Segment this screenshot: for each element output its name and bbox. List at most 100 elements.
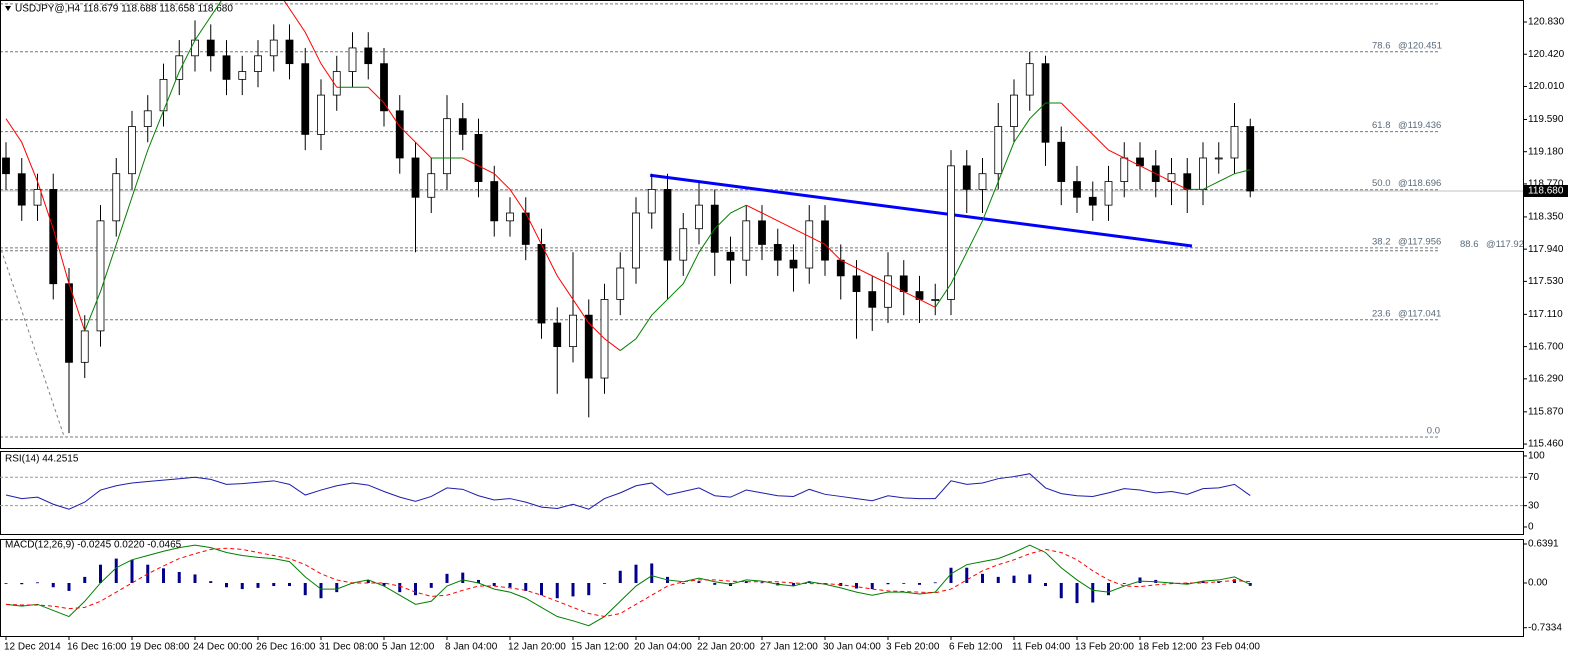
candle-body [1010,94,1018,127]
histogram-bar [1201,581,1205,583]
candle-body [17,173,26,206]
signal-line [5,547,1251,618]
candle-body [1088,196,1097,206]
histogram-bar [508,582,512,588]
histogram-bar [1138,577,1142,583]
fib-price-label: @120.451 [1398,40,1442,51]
rsi-panel [0,451,1524,535]
fib-price-label: @118.696 [1398,178,1441,189]
values-line [5,473,1251,510]
fib-price-label: @117.041 [1398,308,1441,319]
histogram-bar [524,582,528,591]
trendline [649,173,1193,248]
histogram-bar [618,570,622,583]
x-tick-label: 26 Dec 16:00 [256,642,316,653]
candle-body [96,220,105,332]
candle-body [852,275,861,292]
price-plot: 78.6 @120.451 61.8 @119.436 50.0 @118.696 38.2… [1,1,1523,438]
candle-body [1057,141,1066,182]
macd-panel [0,539,1524,637]
candle-body [128,126,136,175]
histogram-bar [382,582,386,587]
candle-body [726,251,735,261]
trendline [1,249,65,438]
y-tick-label: 120.830 [1528,17,1565,28]
candle-body [805,220,814,269]
histogram-bar [193,574,197,583]
moving-average [84,1,222,332]
histogram-bar [540,582,543,596]
candle-body [537,244,546,324]
y-tick-label: 115.870 [1528,406,1564,417]
histogram-bar [398,582,402,593]
histogram-bar [918,582,921,585]
x-tick-label: 19 Dec 08:00 [130,642,190,653]
histogram-bar [965,567,969,583]
histogram-bar [555,582,559,599]
y-tick-label: 120.420 [1528,49,1565,60]
fib-level-label: 50.0 [1372,178,1391,189]
x-tick-label: 23 Feb 04:00 [1201,642,1260,653]
x-tick-label: 22 Jan 20:00 [697,642,755,653]
candle-body [301,63,310,135]
candle-body [773,244,782,261]
x-tick-label: 24 Dec 00:00 [193,642,253,653]
histogram-bar [1012,575,1016,583]
histogram-bar [933,582,937,584]
histogram-bar [99,564,102,583]
candle-body [65,283,73,363]
histogram-bar [492,582,496,587]
fib-price-label: @119.436 [1398,120,1441,131]
candle-body [1104,181,1113,206]
candle-body [332,71,341,96]
histogram-bar [681,582,685,584]
candle-body [584,314,593,379]
candle-body [632,212,640,269]
candle-body [364,47,373,65]
histogram-bar [760,582,764,584]
candle-body [616,267,625,300]
candle-body [285,39,294,65]
histogram-bar [1059,582,1063,599]
candle-body [553,322,562,348]
candle-body [1199,157,1207,190]
candle-body [143,110,152,127]
candle-body [80,330,89,363]
histogram-bar [587,582,591,596]
candle-body [899,275,908,292]
collapse-arrow[interactable] [5,6,11,11]
histogram-bar [571,582,575,597]
y-tick-label: 70 [1528,472,1540,483]
symbol-header: USDJPY@,H4 118.679 118.688 118.658 118.6… [15,4,233,15]
histogram-bar [996,576,1000,583]
y-tick-label: 120.010 [1528,81,1565,92]
candle-body [458,118,467,135]
y-tick-label: 116.700 [1528,341,1564,352]
x-tick-label: 30 Jan 04:00 [823,642,881,653]
histogram-bar [256,582,260,588]
moving-average [462,157,621,351]
last-price-label: 118.680 [1528,186,1564,197]
candle-body [679,228,688,261]
histogram-bar [240,582,244,590]
fib-level-label: 0.0 [1427,426,1440,437]
histogram-bar [51,582,55,588]
histogram-bar [4,582,8,584]
y-tick-label: 118.350 [1528,212,1564,223]
candle-body [1230,126,1239,159]
candle-body [2,157,10,175]
y-tick-label: 0 [1528,522,1534,533]
histogram-bar [870,582,874,590]
histogram-bar [414,582,417,596]
fib-level-label: 78.6 [1372,40,1391,51]
candle-body [663,189,672,261]
candle-body [112,173,121,222]
y-tick-label: 0.00 [1528,578,1548,589]
y-tick-label: 119.590 [1528,114,1564,125]
candle-body [947,165,955,300]
moving-average [934,102,1062,308]
histogram-bar [650,563,654,583]
histogram-bar [67,582,71,591]
candle-body [647,189,656,214]
candle-body [395,110,404,159]
